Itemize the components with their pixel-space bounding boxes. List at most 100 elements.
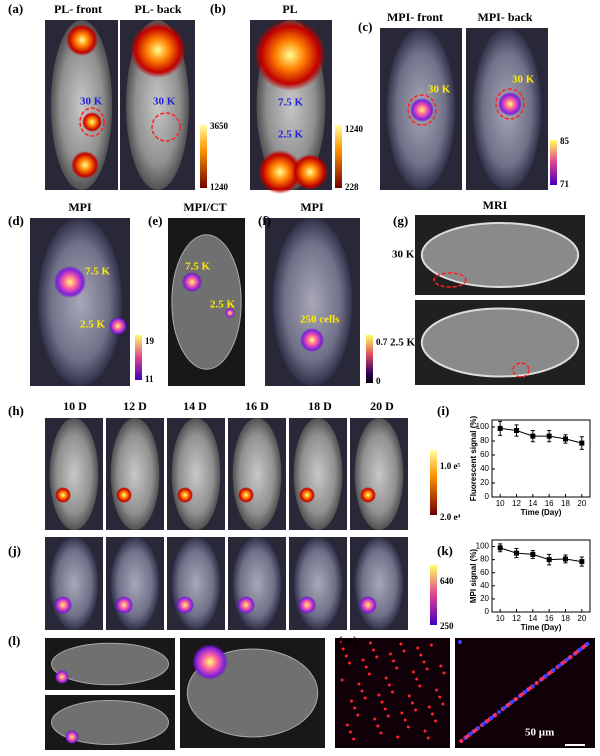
roi (495, 88, 525, 120)
mouse-body (110, 418, 160, 530)
cell (534, 681, 539, 685)
cell (430, 712, 434, 716)
colorbar-label: 71 (560, 179, 570, 189)
cell (403, 718, 407, 722)
cell (573, 651, 578, 655)
cell (345, 723, 349, 727)
panel-label: (b) (210, 1, 226, 16)
signal (55, 487, 71, 503)
cell (407, 694, 411, 698)
cell (391, 690, 394, 694)
annotation: 2.5 K (390, 337, 416, 349)
signal (300, 328, 324, 352)
x-tick-label: 14 (528, 499, 537, 508)
cell (368, 641, 372, 645)
panel-title: 12 D (123, 399, 147, 413)
cell (564, 658, 569, 662)
colorbar-label: 1.0 e⁵ (440, 461, 460, 471)
cell (412, 670, 415, 674)
mouse-body (293, 418, 343, 530)
ct-slice (51, 700, 169, 745)
mouse-body (293, 537, 343, 630)
cell (400, 711, 404, 715)
colorbar-label: 1240 (345, 124, 364, 134)
signal (410, 98, 434, 122)
signal (65, 730, 79, 744)
colorbar (430, 565, 437, 625)
x-tick-label: 12 (512, 614, 521, 623)
colorbar (366, 335, 373, 383)
y-tick-label: 80 (480, 436, 489, 445)
cell (519, 693, 524, 697)
cell (458, 640, 462, 644)
cell (395, 666, 399, 670)
cell (338, 640, 342, 644)
point (497, 545, 503, 551)
panel-label: (i) (437, 403, 449, 418)
cell (423, 729, 427, 733)
panel-title: MPI (68, 200, 92, 214)
cell (350, 699, 354, 703)
point (530, 433, 536, 439)
cell (539, 677, 544, 681)
mouse-body (49, 418, 99, 530)
cell (577, 648, 582, 652)
y-tick-label: 60 (480, 450, 489, 459)
panel-title: MPI- back (478, 10, 533, 24)
cell (441, 702, 445, 706)
mouse-body (232, 418, 282, 530)
signal (82, 112, 102, 132)
colorbar (550, 140, 557, 185)
cell (341, 647, 345, 651)
x-tick-label: 10 (496, 499, 505, 508)
colorbar-label: 228 (345, 182, 359, 192)
point (514, 428, 519, 433)
y-tick-label: 80 (480, 555, 489, 564)
colorbar-label: 250 (440, 621, 454, 631)
cell (425, 667, 429, 671)
signal (225, 308, 235, 318)
panel-label: (a) (8, 1, 23, 16)
mouse-body (354, 537, 404, 630)
point (514, 550, 519, 556)
cell (388, 652, 392, 656)
signal (182, 272, 202, 292)
colorbar-label: 1240 (210, 182, 229, 192)
cell (459, 739, 464, 743)
cell (392, 659, 396, 663)
panel-label: (m) (338, 633, 358, 648)
y-axis-label: MPI signal (%) (469, 549, 478, 604)
panel-title: MPI- front (387, 10, 443, 24)
signal (115, 596, 133, 614)
cell (530, 684, 535, 688)
cell (560, 661, 565, 665)
cell (485, 719, 490, 723)
plot-frame (491, 419, 591, 498)
panel-label: (d) (8, 213, 24, 228)
signal (238, 487, 254, 503)
y-tick-label: 0 (485, 492, 490, 501)
x-tick-label: 20 (577, 499, 586, 508)
cell (353, 706, 357, 710)
cell (372, 648, 376, 652)
cell (556, 664, 561, 668)
signal (54, 596, 72, 614)
x-tick-label: 14 (528, 614, 537, 623)
cell (497, 710, 501, 714)
panel-title: MRI (483, 198, 508, 212)
y-tick-label: 20 (480, 594, 489, 603)
cell (422, 660, 426, 664)
cell (352, 737, 356, 741)
colorbar-label: 0 (376, 376, 381, 386)
panel-title: PL- front (54, 2, 102, 16)
annotation: 2.5 K (80, 319, 106, 331)
y-tick-label: 40 (480, 464, 489, 473)
annotation: 7.5 K (278, 97, 304, 109)
cell (360, 689, 364, 693)
signal (66, 24, 98, 56)
panel-label: (e) (148, 213, 162, 228)
ct-slice (51, 642, 169, 686)
signal (498, 92, 522, 116)
roi (407, 94, 437, 126)
cell (363, 696, 367, 700)
